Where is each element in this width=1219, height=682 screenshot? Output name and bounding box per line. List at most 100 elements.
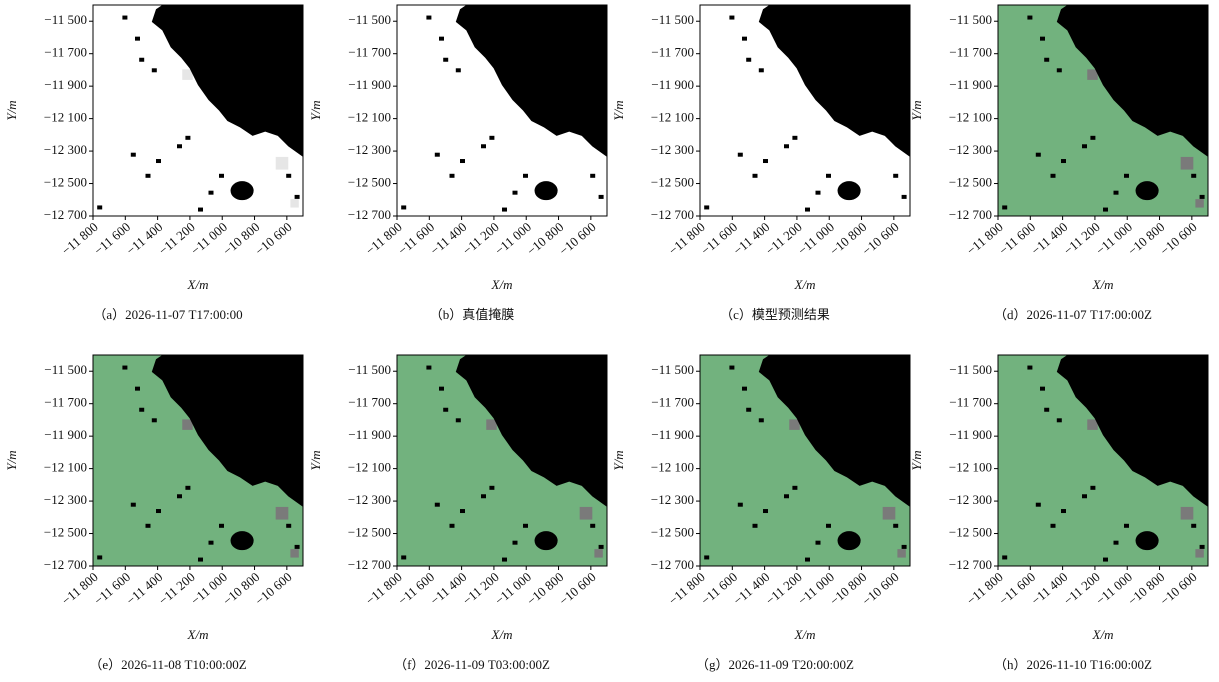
mask-spot <box>219 523 224 528</box>
mask-spot <box>784 144 789 149</box>
y-tick-label: −11 700 <box>949 45 992 60</box>
mask-spot <box>1040 36 1045 41</box>
frame <box>92 4 304 217</box>
mask-spot <box>1199 194 1205 199</box>
mask-spot <box>523 523 528 528</box>
mask-spot <box>742 36 747 41</box>
mask-spot <box>401 555 407 560</box>
y-tick-label: −11 500 <box>348 362 391 377</box>
x-tick-label: −10 600 <box>556 219 599 258</box>
mask-spot <box>1035 502 1041 507</box>
mask-spot <box>1002 205 1008 210</box>
mask-spot <box>1002 555 1008 560</box>
mask-spot <box>294 544 300 549</box>
mask-spot <box>139 407 145 412</box>
panel: −11 500 −11 700 −11 900 −12 100 −12 300 −12 5… <box>4 4 304 322</box>
mask-spot <box>752 523 758 528</box>
y-tick-label: −12 700 <box>44 207 87 222</box>
mask-spot <box>434 152 440 157</box>
mask-spot <box>455 418 461 423</box>
y-tick-label: −12 700 <box>348 557 391 572</box>
mask-spot <box>523 173 528 178</box>
mask-spot <box>156 159 161 164</box>
mask-region <box>758 355 910 507</box>
mask-spot <box>1082 144 1087 149</box>
y-tick-label: −12 100 <box>651 110 694 125</box>
mask-spot <box>704 205 710 210</box>
mask-spot <box>443 57 449 62</box>
mask-spot <box>704 555 710 560</box>
mask-spot <box>598 544 604 549</box>
x-tick-label: −10 600 <box>1157 569 1200 608</box>
mixed-region <box>897 549 906 558</box>
mask-spot <box>1090 485 1096 490</box>
x-tick-label: −10 600 <box>1157 219 1200 258</box>
y-axis-label: Y/m <box>611 100 626 120</box>
y-axis-label: Y/m <box>909 100 924 120</box>
y-tick-label: −11 500 <box>348 12 391 27</box>
mask-spot <box>893 523 899 528</box>
mask-spot <box>489 485 495 490</box>
x-axis-label: X/m <box>794 627 816 642</box>
panel: −11 500 −11 700 −11 900 −12 100 −12 300 −12 5… <box>909 4 1209 322</box>
y-tick-label: −12 300 <box>949 492 992 507</box>
caption: （f）2026-11-09 T03:00:00Z <box>394 657 550 672</box>
mask-spot <box>826 523 831 528</box>
mask-spot <box>729 15 735 20</box>
y-tick-label: −11 700 <box>949 395 992 410</box>
x-tick-label: −10 600 <box>252 569 295 608</box>
mask-region <box>1056 5 1208 157</box>
mask-spot <box>426 365 432 370</box>
mask-spot <box>1044 57 1050 62</box>
y-axis-label: Y/m <box>4 100 19 120</box>
mask-spot <box>826 173 831 178</box>
y-tick-label: −12 700 <box>651 557 694 572</box>
y-tick-label: −12 100 <box>348 110 391 125</box>
mask-spot <box>758 418 764 423</box>
frame <box>699 4 911 217</box>
mixed-region <box>486 419 497 430</box>
caption: （d）2026-11-07 T17:00:00Z <box>994 307 1152 322</box>
y-tick-label: −11 500 <box>949 12 992 27</box>
mask-spot <box>145 523 151 528</box>
mask-blob <box>837 531 861 551</box>
mixed-region <box>182 69 193 80</box>
y-tick-label: −11 700 <box>348 395 391 410</box>
mask-spot <box>1113 540 1119 545</box>
mask-spot <box>1061 159 1066 164</box>
y-tick-label: −11 500 <box>44 12 87 27</box>
mask-spot <box>1044 407 1050 412</box>
mask-spot <box>122 365 128 370</box>
mask-spot <box>198 557 203 562</box>
mask-region <box>455 5 607 157</box>
frame <box>699 354 911 567</box>
mixed-region <box>1195 199 1204 208</box>
y-tick-label: −12 300 <box>348 492 391 507</box>
mask-spot <box>1050 523 1056 528</box>
mask-blob <box>534 181 558 201</box>
mask-spot <box>737 502 743 507</box>
mask-spot <box>208 190 214 195</box>
mask-spot <box>130 502 136 507</box>
mask-spot <box>1103 557 1108 562</box>
frame <box>997 4 1209 217</box>
mask-spot <box>156 509 161 514</box>
mixed-region <box>182 419 193 430</box>
mixed-region <box>579 506 593 520</box>
mask-spot <box>815 190 821 195</box>
mask-spot <box>901 194 907 199</box>
frame <box>92 354 304 567</box>
mask-spot <box>151 418 157 423</box>
mixed-region <box>1180 156 1194 170</box>
y-tick-label: −11 900 <box>44 77 87 92</box>
panel: −11 500 −11 700 −11 900 −12 100 −12 300 −12 5… <box>4 354 304 672</box>
mask-spot <box>590 523 596 528</box>
y-tick-label: −12 100 <box>949 110 992 125</box>
y-tick-label: −12 700 <box>348 207 391 222</box>
mask-spot <box>742 386 747 391</box>
mask-spot <box>443 407 449 412</box>
y-tick-label: −11 500 <box>651 12 694 27</box>
mask-spot <box>130 152 136 157</box>
mask-spot <box>512 190 518 195</box>
